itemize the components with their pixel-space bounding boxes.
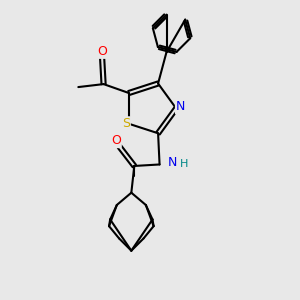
Text: H: H (180, 160, 188, 170)
Text: O: O (97, 45, 107, 58)
Text: N: N (167, 157, 177, 169)
Text: N: N (176, 100, 185, 113)
Text: S: S (122, 117, 130, 130)
Text: O: O (111, 134, 121, 147)
